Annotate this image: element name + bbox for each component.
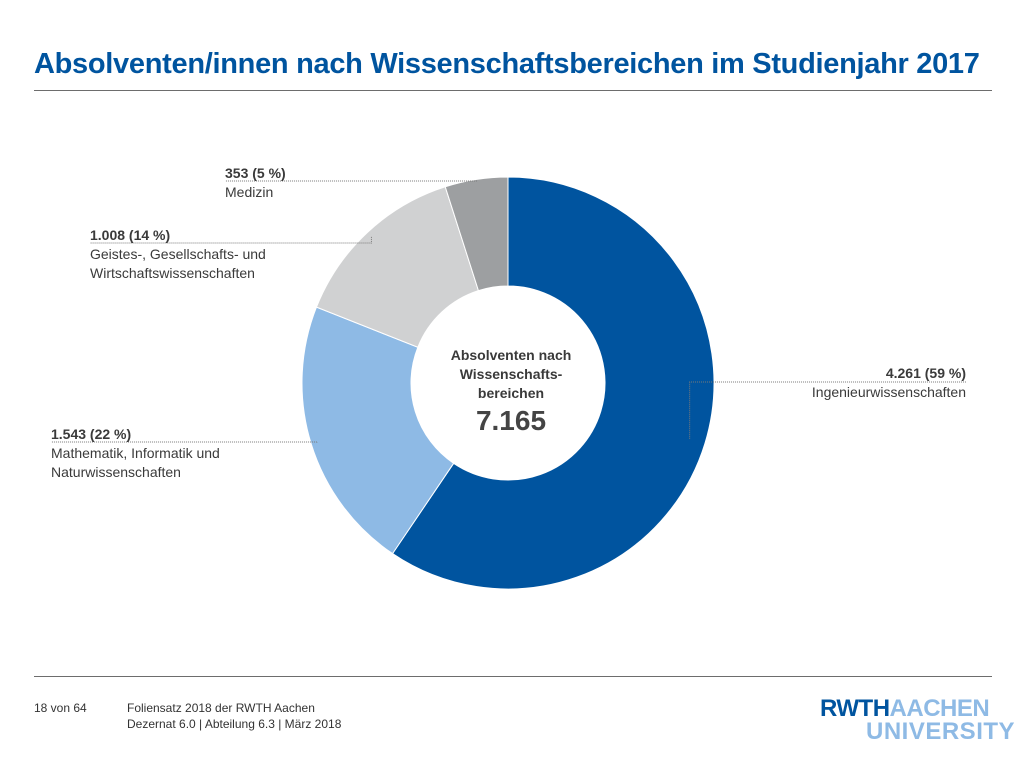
footer-text: Foliensatz 2018 der RWTH Aachen Dezernat… [127,700,341,732]
footer-divider [34,676,992,677]
category-label-geisteswissenschaften-line1: Geistes-, Gesellschafts- und [90,246,266,262]
leader-line-geisteswissenschaften [90,236,372,244]
value-label-medizin: 353 (5 %) [225,165,286,181]
rwth-logo: RWTHAACHEN UNIVERSITY [820,695,1016,745]
label-mathematik: 1.543 (22 %) Mathematik, Informatik und … [51,425,220,482]
category-label-medizin: Medizin [225,184,274,200]
page-number: 18 von 64 [34,701,87,715]
category-label-geisteswissenschaften-line2: Wirtschaftswissenschaften [90,265,255,281]
slice-mathematik [301,306,455,555]
center-title-line1: Absolventen nach [450,347,572,363]
value-label-geisteswissenschaften: 1.008 (14 %) [90,227,171,243]
center-title-line3: bereichen [477,385,545,401]
category-label-mathematik-line2: Naturwissenschaften [51,464,181,480]
logo-university: UNIVERSITY [866,718,1016,745]
label-medizin: 353 (5 %) Medizin [225,164,286,202]
slice-medizin [444,176,509,292]
label-geisteswissenschaften: 1.008 (14 %) Geistes-, Gesellschafts- un… [90,226,266,283]
donut-center: Absolventen nach Wissenschafts- bereiche… [413,346,609,437]
logo-aachen: AACHEN [889,695,990,722]
value-label-ingenieurwissenschaften: 4.261 (59 %) [885,365,966,381]
slice-ingenieurwissenschaften [391,176,715,590]
center-title-line2: Wissenschafts- [459,366,563,382]
title-divider [34,90,992,91]
category-label-mathematik-line1: Mathematik, Informatik und [51,445,220,461]
slide-title: Absolventen/innen nach Wissenschaftsbere… [34,48,980,80]
logo-rwth: RWTH [820,695,890,722]
footer-line2: Dezernat 6.0 | Abteilung 6.3 | März 2018 [127,717,342,731]
footer-line1: Foliensatz 2018 der RWTH Aachen [127,701,315,715]
center-total: 7.165 [475,405,547,436]
value-label-mathematik: 1.543 (22 %) [51,426,132,442]
slice-geisteswissenschaften [315,186,480,348]
leader-line-ingenieurwissenschaften [689,381,966,439]
leader-line-medizin [225,180,477,182]
category-label-ingenieurwissenschaften: Ingenieurwissenschaften [811,384,966,400]
label-ingenieurwissenschaften: 4.261 (59 %) Ingenieurwissenschaften [756,364,966,402]
